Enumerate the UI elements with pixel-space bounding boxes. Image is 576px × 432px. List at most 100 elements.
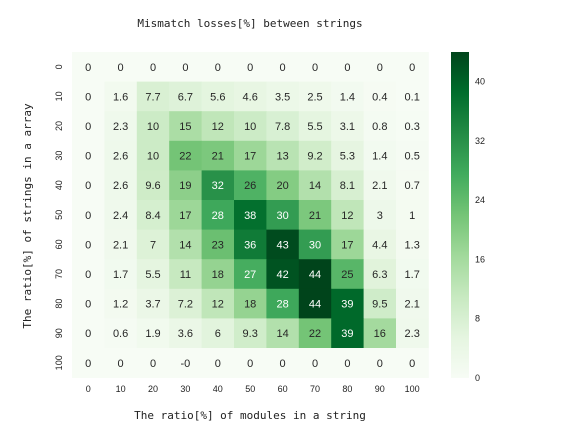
- cell-value-label: 3.7: [145, 299, 160, 311]
- cell-value-label: 12: [212, 121, 224, 133]
- heatmap-cell: [201, 348, 235, 378]
- cell-value-label: 7: [150, 239, 156, 251]
- cell-value-label: 0: [150, 62, 156, 74]
- heatmap-cell: [234, 288, 267, 319]
- heatmap-cell: [266, 229, 300, 260]
- heatmap-cell: [136, 81, 170, 112]
- y-tick-label: 20: [54, 121, 64, 131]
- cell-value-label: 0: [344, 62, 350, 74]
- cell-value-label: 5.5: [307, 121, 322, 133]
- y-tick-label: 10: [54, 91, 64, 101]
- heatmap-cell: [169, 288, 202, 319]
- heatmap-cell: [169, 318, 202, 349]
- cell-value-label: 0.1: [405, 91, 420, 103]
- heatmap-cell: [298, 200, 332, 230]
- heatmap-cell: [136, 229, 170, 260]
- cell-value-label: 28: [276, 299, 288, 311]
- x-tick-label: 10: [116, 384, 126, 394]
- cell-value-label: 0: [182, 62, 188, 74]
- cell-value-label: 30: [309, 239, 321, 251]
- heatmap-cell: [396, 288, 429, 319]
- cell-value-label: 0: [280, 358, 286, 370]
- cell-value-label: 44: [309, 299, 321, 311]
- cell-value-label: 32: [212, 180, 224, 192]
- heatmap-cell: [331, 170, 364, 201]
- cell-value-label: 43: [276, 239, 288, 251]
- cell-value-label: 2.3: [113, 121, 128, 133]
- cell-value-label: 21: [212, 151, 224, 163]
- heatmap-cell: [136, 170, 170, 201]
- heatmap-cell: [72, 111, 105, 142]
- heatmap-cell: [169, 140, 202, 171]
- cell-value-label: 3: [377, 210, 383, 222]
- cell-value-label: 0.4: [372, 91, 387, 103]
- cell-value-label: 0: [215, 62, 221, 74]
- cell-value-label: 2.4: [113, 210, 128, 222]
- cell-value-label: 1.4: [340, 91, 355, 103]
- cell-value-label: 1.6: [113, 91, 128, 103]
- heatmap-cell: [72, 200, 105, 230]
- colorbar-tick-label: 8: [475, 314, 480, 324]
- cell-value-label: 0.7: [405, 180, 420, 192]
- x-tick-labels: 0 10 20 30 40 50 60 70 80 90 100: [86, 384, 420, 394]
- heatmap-cell: [266, 140, 300, 171]
- heatmap-cell: [363, 111, 397, 142]
- heatmap-cell: [266, 52, 300, 82]
- cell-value-label: 36: [244, 239, 256, 251]
- heatmap-cell: [363, 200, 397, 230]
- cell-value-label: 6: [215, 328, 221, 340]
- cell-value-label: 10: [147, 121, 159, 133]
- cell-value-label: 15: [179, 121, 191, 133]
- cell-value-label: 9.6: [145, 180, 160, 192]
- cell-value-label: 8.4: [145, 210, 160, 222]
- colorbar: [451, 52, 469, 378]
- heatmap-cell: [298, 111, 332, 142]
- cell-value-label: 0.5: [405, 151, 420, 163]
- heatmap-cell: [104, 111, 138, 142]
- cell-value-label: -0: [181, 358, 191, 370]
- y-tick-label: 60: [54, 239, 64, 249]
- heatmap-cell: [72, 229, 105, 260]
- cell-value-label: 1: [409, 210, 415, 222]
- y-tick-label: 80: [54, 299, 64, 309]
- cell-value-label: 39: [341, 299, 353, 311]
- cell-value-label: 9.2: [307, 151, 322, 163]
- cell-value-label: 9.3: [243, 328, 258, 340]
- cell-value-label: 0: [280, 62, 286, 74]
- x-tick-label: 80: [342, 384, 352, 394]
- x-tick-label: 30: [180, 384, 190, 394]
- heatmap-cell: [72, 81, 105, 112]
- heatmap-cell: [266, 259, 300, 290]
- cell-value-label: 5.6: [210, 91, 225, 103]
- x-tick-label: 40: [213, 384, 223, 394]
- heatmap-cell: [331, 348, 364, 378]
- cell-value-label: 2.1: [113, 239, 128, 251]
- cell-value-label: 4.6: [243, 91, 258, 103]
- heatmap-cell: [396, 81, 429, 112]
- cell-value-label: 2.6: [113, 151, 128, 163]
- cell-value-label: 0: [85, 210, 91, 222]
- heatmap-cell: [396, 318, 429, 349]
- colorbar-tick-label: 0: [475, 373, 480, 383]
- heatmap-cell: [201, 200, 235, 230]
- cell-value-label: 0: [312, 62, 318, 74]
- cell-value-label: 0: [409, 62, 415, 74]
- heatmap-cell: [104, 140, 138, 171]
- heatmap-cell: [363, 259, 397, 290]
- cell-value-label: 2.6: [113, 180, 128, 192]
- cell-value-label: 0: [85, 121, 91, 133]
- heatmap-cell: [298, 259, 332, 290]
- cell-value-label: 1.7: [405, 269, 420, 281]
- x-tick-label: 100: [405, 384, 420, 394]
- cell-value-label: 14: [179, 239, 191, 251]
- heatmap-cell: [298, 318, 332, 349]
- heatmap-cell: [234, 111, 267, 142]
- heatmap-cell: [396, 140, 429, 171]
- cell-value-label: 19: [179, 180, 191, 192]
- heatmap-cell: [266, 170, 300, 201]
- cell-value-label: 12: [212, 299, 224, 311]
- x-tick-label: 70: [310, 384, 320, 394]
- heatmap-cell: [396, 348, 429, 378]
- cell-value-label: 0: [85, 358, 91, 370]
